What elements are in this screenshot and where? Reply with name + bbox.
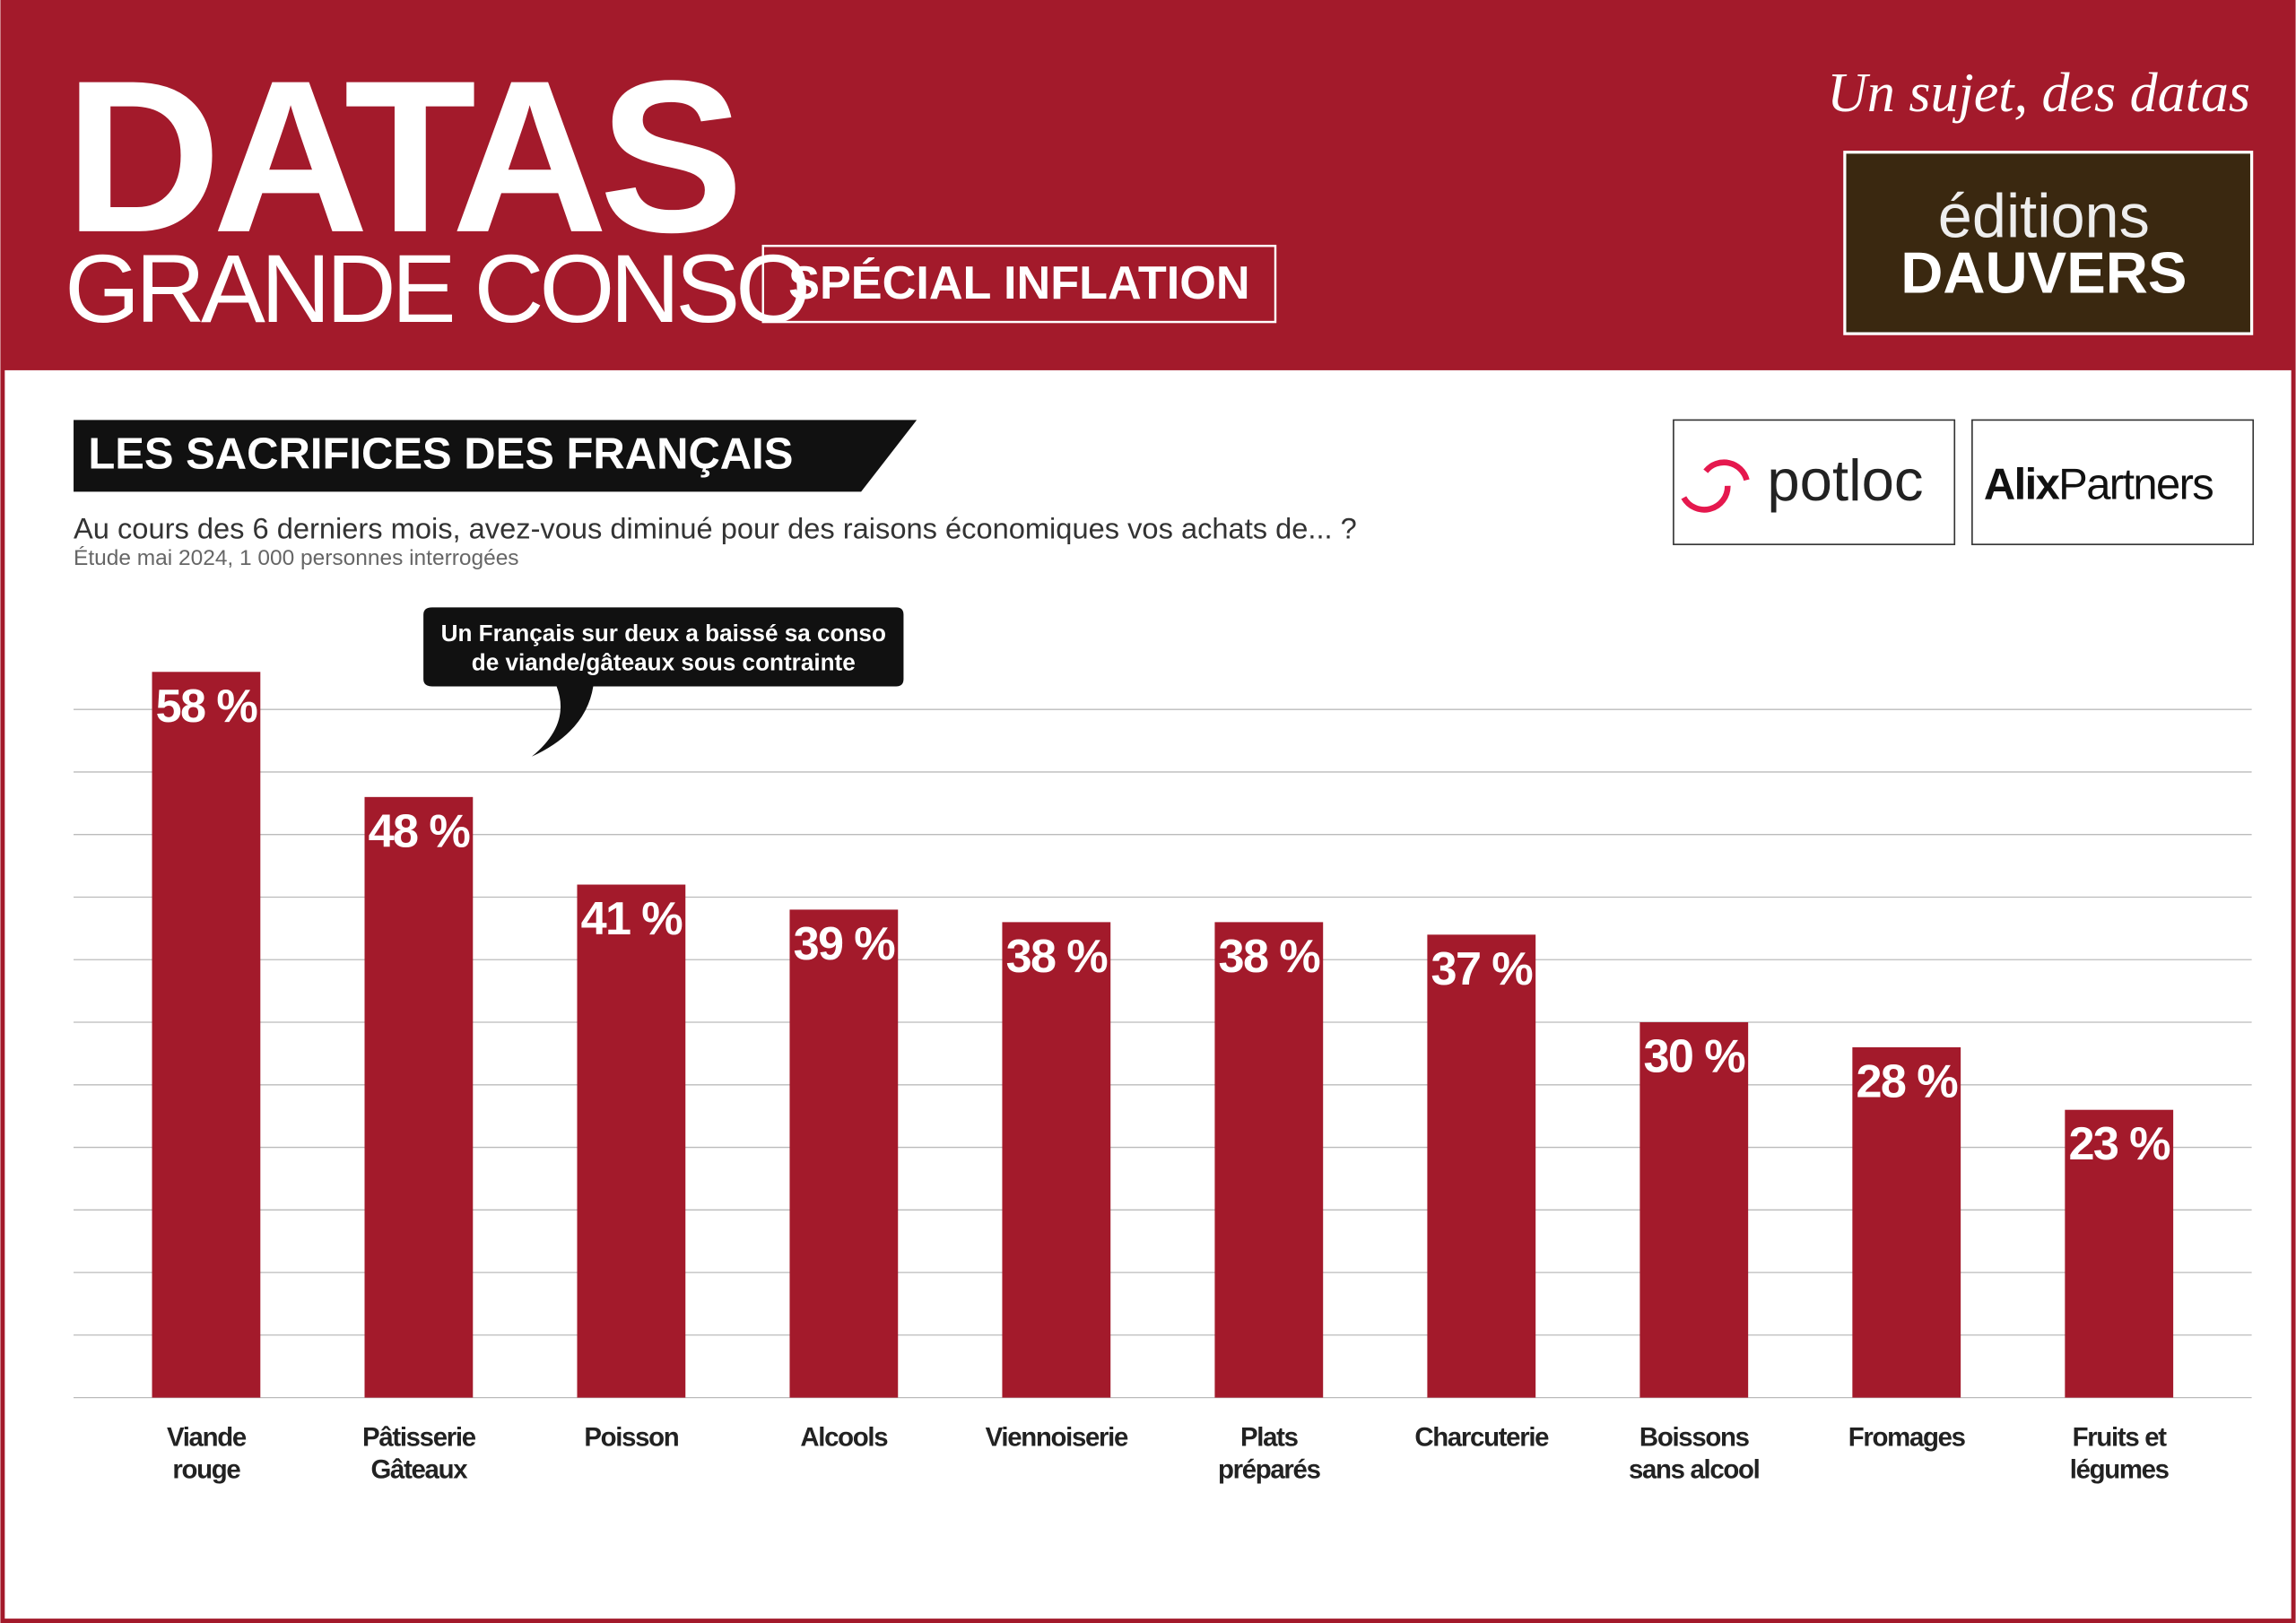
tagline: Un sujet, des datas (1827, 63, 2250, 124)
value-label: 23 % (2068, 1118, 2170, 1170)
alix-rest: Partners (2058, 461, 2213, 509)
chart-title: LES SACRIFICES DES FRANÇAIS (88, 430, 793, 478)
bar (789, 909, 899, 1398)
badge-frame (761, 244, 1277, 324)
value-label: 39 % (794, 918, 896, 970)
value-label: 41 % (581, 893, 683, 945)
publisher-top: éditions (1938, 181, 2150, 250)
potloc-frame (1673, 419, 1956, 545)
bars: 58 % Viande rouge 48 % Pâtisserie Gâteaux 41 %… (152, 672, 2174, 1484)
bar (1427, 934, 1536, 1398)
badge: SPÉCIAL INFLATION (788, 257, 1249, 309)
value-label: 28 % (1857, 1055, 1959, 1107)
bar (1639, 1022, 1749, 1398)
publisher-logo (1843, 151, 2254, 335)
brand: DATAS (65, 36, 735, 278)
x-tick-label: Poisson (584, 1423, 678, 1453)
alix-bold: Alix (1984, 461, 2060, 509)
potloc: potloc (1767, 447, 1923, 513)
brand-sub: GRANDE CONSO (65, 234, 806, 343)
alix-logo: AlixPartners (1984, 461, 2213, 509)
x-tick-label: Fruits et légumes (2070, 1423, 2170, 1485)
x-tick-label: Boissons sans alcool (1629, 1423, 1760, 1485)
annotation: Un Français sur deux a baissé sa conso de… (441, 620, 886, 676)
value-label: 38 % (1219, 931, 1321, 983)
publisher-bottom: DAUVERS (1900, 239, 2187, 305)
bar (152, 672, 261, 1398)
value-label: 38 % (1006, 931, 1109, 983)
subtitle: Au cours des 6 derniers mois, avez-vous … (74, 512, 1357, 545)
alix-frame (1971, 419, 2255, 545)
x-tick-label: Fromages (1848, 1423, 1966, 1453)
bar (1002, 922, 1111, 1398)
x-tick-label: Viennoiserie (986, 1423, 1128, 1453)
value-label: 30 % (1644, 1031, 1746, 1083)
bar (1852, 1046, 1961, 1398)
bar (577, 884, 686, 1398)
title-band (74, 420, 918, 492)
bar (364, 796, 474, 1398)
bar (2065, 1109, 2174, 1398)
x-tick-label: Pâtisserie Gâteaux (362, 1423, 476, 1485)
x-tick-label: Alcools (800, 1423, 888, 1453)
value-label: 58 % (156, 681, 258, 733)
x-tick-label: Viande rouge (167, 1423, 247, 1485)
value-label: 37 % (1431, 943, 1534, 995)
source: Étude mai 2024, 1 000 personnes interrog… (74, 546, 519, 570)
bar (1214, 922, 1324, 1398)
potloc-icon (1681, 459, 1750, 513)
value-label: 48 % (369, 805, 471, 857)
callout (423, 607, 904, 757)
x-tick-label: Charcuterie (1414, 1423, 1549, 1453)
x-tick-label: Plats préparés (1218, 1423, 1321, 1485)
